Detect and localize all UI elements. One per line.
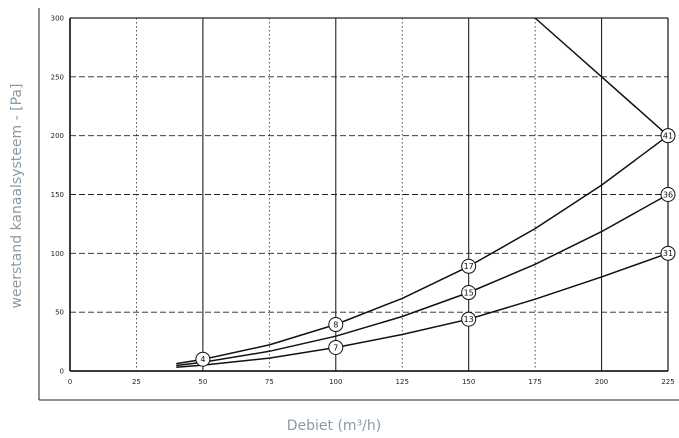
annotation-circle [195, 351, 211, 367]
series-line [176, 252, 669, 368]
annotation-label: 4 [200, 355, 205, 364]
series-line [534, 17, 669, 137]
annotation-circle [328, 317, 344, 333]
x-tick-label: 0 [68, 378, 72, 386]
annotation-circle [328, 339, 344, 355]
annotation-label: 13 [464, 315, 474, 324]
annotation-marker: 36 [660, 187, 676, 202]
annotation-marker: 41 [660, 128, 676, 144]
x-axis-ticks: 0 25 50 75 100 125 150 175 200 225 [68, 378, 675, 386]
annotation-circle [660, 245, 676, 261]
y-tick-label: 100 [51, 250, 64, 258]
annotation-circle [660, 128, 676, 144]
x-tick-label: 125 [396, 378, 409, 386]
y-tick-label: 200 [51, 132, 64, 140]
y-tick-label: 150 [51, 191, 64, 199]
annotation-marker: 13 [461, 311, 477, 327]
annotation-marker: 17 [461, 258, 477, 274]
y-tick-label: 300 [51, 15, 64, 23]
chart-series [176, 17, 669, 368]
annotation-label: 31 [663, 249, 673, 258]
x-tick-label: 225 [661, 378, 674, 386]
annotation-label: 15 [464, 288, 474, 297]
x-tick-label: 200 [595, 378, 608, 386]
chart-frame [38, 8, 679, 401]
series-line [176, 135, 669, 365]
y-tick-label: 250 [51, 73, 64, 81]
annotation-circle [660, 187, 676, 202]
x-tick-label: 100 [329, 378, 342, 386]
chart-annotations: 4 7 8 13 15 17 31 36 41 [195, 128, 676, 367]
annotation-marker: 31 [660, 245, 676, 261]
y-axis-title: weerstand kanaalsysteem - [Pa] [9, 84, 25, 309]
annotation-label: 7 [333, 343, 338, 352]
annotation-circle [461, 258, 477, 274]
y-tick-label: 50 [55, 309, 64, 317]
annotation-label: 41 [663, 131, 673, 140]
x-tick-label: 25 [132, 378, 141, 386]
x-tick-label: 75 [265, 378, 274, 386]
x-tick-label: 175 [528, 378, 541, 386]
series-line [176, 193, 669, 367]
annotation-marker: 8 [328, 317, 344, 333]
annotation-circle [461, 285, 477, 301]
annotation-marker: 7 [328, 339, 344, 355]
annotation-label: 8 [333, 320, 338, 329]
y-tick-label: 0 [60, 368, 64, 376]
annotation-marker: 15 [461, 285, 477, 301]
annotation-circle [461, 311, 477, 327]
annotation-marker: 4 [195, 351, 211, 367]
chart-grid [69, 17, 669, 372]
x-axis-title: Debiet (m³/h) [287, 418, 382, 434]
annotation-label: 36 [663, 190, 673, 199]
y-axis-ticks: 0 50 100 150 200 250 300 [51, 15, 64, 376]
x-tick-label: 50 [198, 378, 207, 386]
annotation-label: 17 [464, 262, 474, 271]
x-tick-label: 150 [462, 378, 475, 386]
